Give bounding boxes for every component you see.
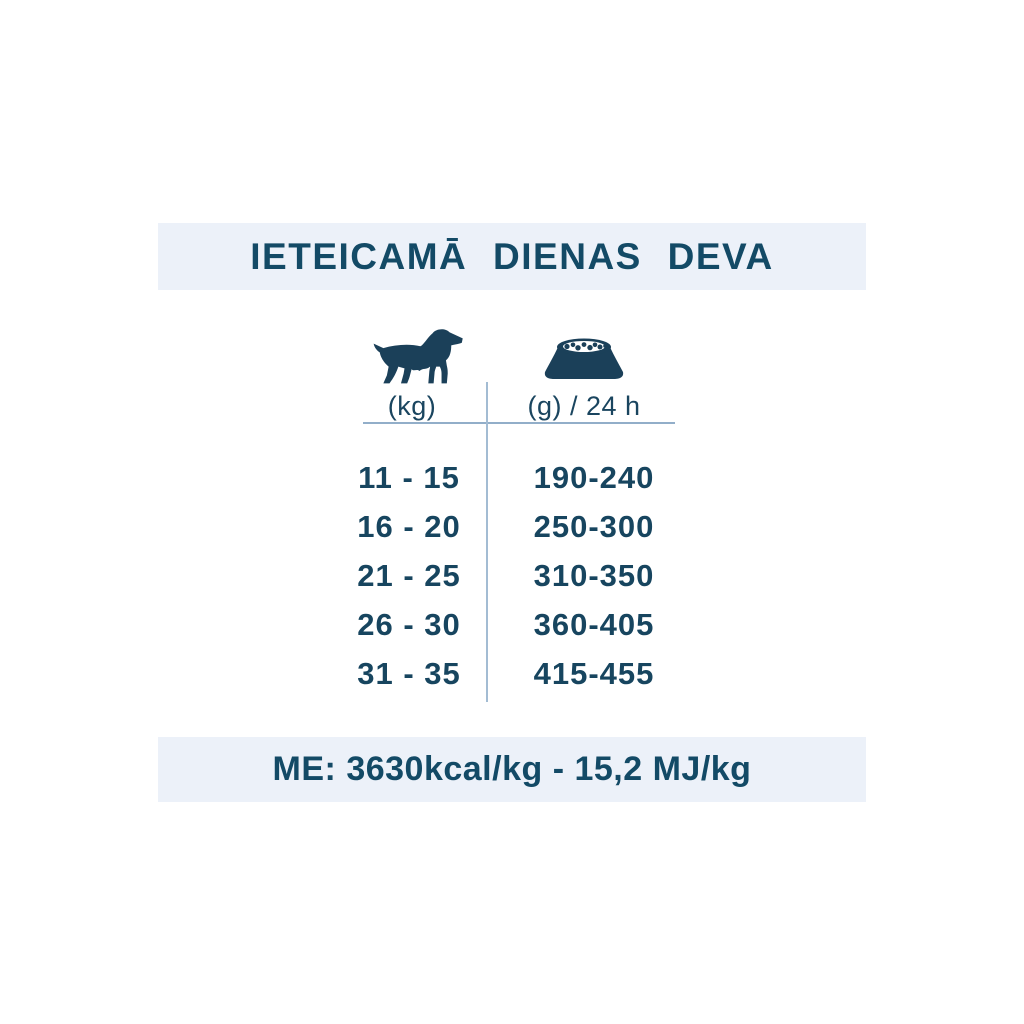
- weight-range-value: 16 - 20: [357, 509, 461, 544]
- page-title: IETEICAMĀ DIENAS DEVA: [250, 235, 774, 277]
- daily-amount-value: 310-350: [533, 558, 655, 593]
- metabolizable-energy-text: ME: 3630kcal/kg - 15,2 MJ/kg: [272, 750, 752, 788]
- food-bowl-icon: [544, 336, 624, 384]
- table-row: 16 - 20 250-300: [0, 507, 1024, 547]
- table-row: 11 - 15 190-240: [0, 458, 1024, 498]
- weight-range-value: 21 - 25: [357, 558, 461, 593]
- daily-amount-value: 250-300: [533, 509, 655, 544]
- energy-banner: ME: 3630kcal/kg - 15,2 MJ/kg: [158, 737, 866, 802]
- vertical-divider: [486, 382, 488, 702]
- weight-range-value: 26 - 30: [357, 607, 461, 642]
- dog-icon: [371, 321, 468, 391]
- daily-amount-value: 415-455: [533, 656, 655, 691]
- daily-amount-value: 190-240: [533, 460, 655, 495]
- column-header-kg: (kg): [387, 391, 437, 421]
- title-banner: IETEICAMĀ DIENAS DEVA: [158, 223, 866, 290]
- horizontal-divider: [363, 422, 675, 424]
- table-row: 31 - 35 415-455: [0, 654, 1024, 694]
- daily-amount-value: 360-405: [533, 607, 655, 642]
- table-row: 26 - 30 360-405: [0, 605, 1024, 645]
- weight-range-value: 11 - 15: [358, 460, 460, 495]
- weight-range-value: 31 - 35: [357, 656, 461, 691]
- column-header-grams: (g) / 24 h: [527, 391, 641, 421]
- table-row: 21 - 25 310-350: [0, 556, 1024, 596]
